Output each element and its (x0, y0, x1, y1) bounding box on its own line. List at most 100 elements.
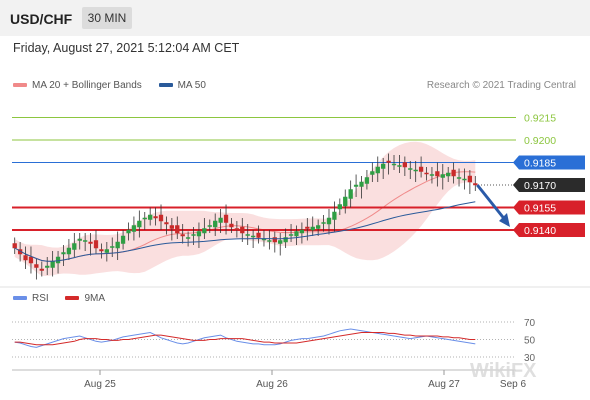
candle-down (39, 268, 44, 271)
candle-up (207, 225, 212, 227)
candle-up (245, 234, 250, 236)
candle-down (473, 183, 478, 186)
candle-up (250, 235, 256, 238)
candle-up (142, 217, 147, 220)
candle-up (66, 247, 72, 255)
candle-up (126, 229, 131, 234)
candle-down (175, 225, 180, 234)
legend-item-rsi: RSI (13, 293, 49, 304)
candle-up (77, 238, 82, 241)
candle-up (294, 231, 299, 237)
candle-up (381, 163, 386, 169)
rsi-ma-line (14, 332, 476, 346)
candle-down (272, 237, 277, 243)
candle-down (99, 249, 104, 252)
candle-up (391, 163, 397, 166)
candle-down (93, 240, 99, 249)
candle-up (316, 225, 321, 229)
candle-down (169, 225, 174, 229)
level-label-0.9170: 0.9170 (524, 180, 556, 192)
candle-down (435, 171, 440, 177)
legend-label-bollinger: MA 20 + Bollinger Bands (32, 80, 142, 91)
candle-up (462, 178, 467, 181)
credit-text: Research © 2021 Trading Central (426, 80, 576, 91)
candle-up (456, 177, 462, 179)
candle-down (467, 175, 473, 183)
level-tag-0.9185 (513, 155, 585, 170)
candle-down (153, 216, 158, 219)
candle-up (326, 217, 332, 225)
legend-item-9ma: 9MA (65, 293, 105, 304)
candle-down (180, 234, 185, 237)
candle-up (370, 171, 375, 175)
candle-down (240, 226, 245, 234)
candle-up (348, 189, 353, 199)
chart-legend: MA 20 + Bollinger Bands MA 50 (13, 80, 220, 91)
timeframe-button[interactable]: 30 MIN (82, 7, 132, 29)
x-tick-label: Sep 6 (500, 379, 527, 390)
symbol-label: USD/CHF (10, 11, 73, 27)
candle-down (28, 256, 34, 264)
legend-label-9ma: 9MA (84, 293, 106, 304)
candle-down (34, 264, 39, 268)
candle-down (223, 214, 229, 223)
candle-up (148, 214, 153, 220)
candle-up (408, 168, 413, 170)
x-tick-label: Aug 26 (256, 379, 288, 390)
level-label-0.9215: 0.9215 (524, 113, 556, 125)
candle-up (446, 172, 451, 177)
candle-down (402, 162, 407, 168)
candle-up (104, 249, 109, 253)
candle-up (115, 241, 120, 249)
candle-up (278, 240, 283, 244)
candle-down (451, 169, 456, 177)
timestamp: Friday, August 27, 2021 5:12:04 AM CET (13, 41, 240, 55)
candle-up (55, 256, 61, 264)
level-tag-0.9155 (513, 200, 585, 215)
candle-down (12, 243, 17, 249)
candle-up (310, 226, 315, 231)
candle-up (191, 234, 196, 236)
legend-label-ma50: MA 50 (177, 80, 206, 91)
candle-up (196, 231, 202, 237)
candle-up (413, 169, 418, 172)
candle-up (353, 184, 359, 187)
candle-down (229, 223, 234, 228)
candle-down (23, 255, 28, 261)
rsi-line (14, 328, 476, 348)
legend-swatch-ma50 (158, 83, 173, 88)
rsi-level-label-30: 30 (524, 353, 536, 364)
legend-item-bollinger: MA 20 + Bollinger Bands (13, 80, 142, 91)
candle-down (158, 214, 164, 222)
candle-up (299, 229, 305, 234)
rsi-level-label-70: 70 (524, 318, 536, 329)
candle-up (375, 166, 380, 174)
candle-down (88, 241, 93, 244)
candle-up (120, 235, 126, 244)
candle-up (440, 174, 445, 178)
candle-up (267, 240, 272, 242)
candle-up (202, 228, 207, 234)
rsi-level-label-50: 50 (524, 336, 536, 347)
level-label-0.9200: 0.9200 (524, 135, 556, 147)
watermark-text: WikiFX (470, 360, 537, 382)
legend-swatch-bollinger (13, 83, 27, 88)
candle-up (283, 237, 288, 243)
level-label-0.9140: 0.9140 (524, 225, 556, 237)
candle-up (185, 237, 191, 239)
legend-swatch-9ma (65, 296, 80, 301)
ma50-line (14, 201, 476, 262)
header-bar: USD/CHF 30 MIN (0, 0, 590, 36)
candle-up (364, 177, 370, 184)
candle-down (386, 160, 391, 163)
rsi-legend: RSI 9MA (13, 293, 119, 304)
candle-up (321, 222, 326, 224)
candle-up (131, 225, 137, 232)
bollinger-band-area (14, 141, 476, 276)
legend-swatch-rsi (13, 296, 27, 301)
candle-up (218, 217, 223, 223)
candle-down (256, 232, 261, 238)
forecast-arrow-shaft (476, 184, 508, 222)
candle-up (337, 204, 342, 210)
